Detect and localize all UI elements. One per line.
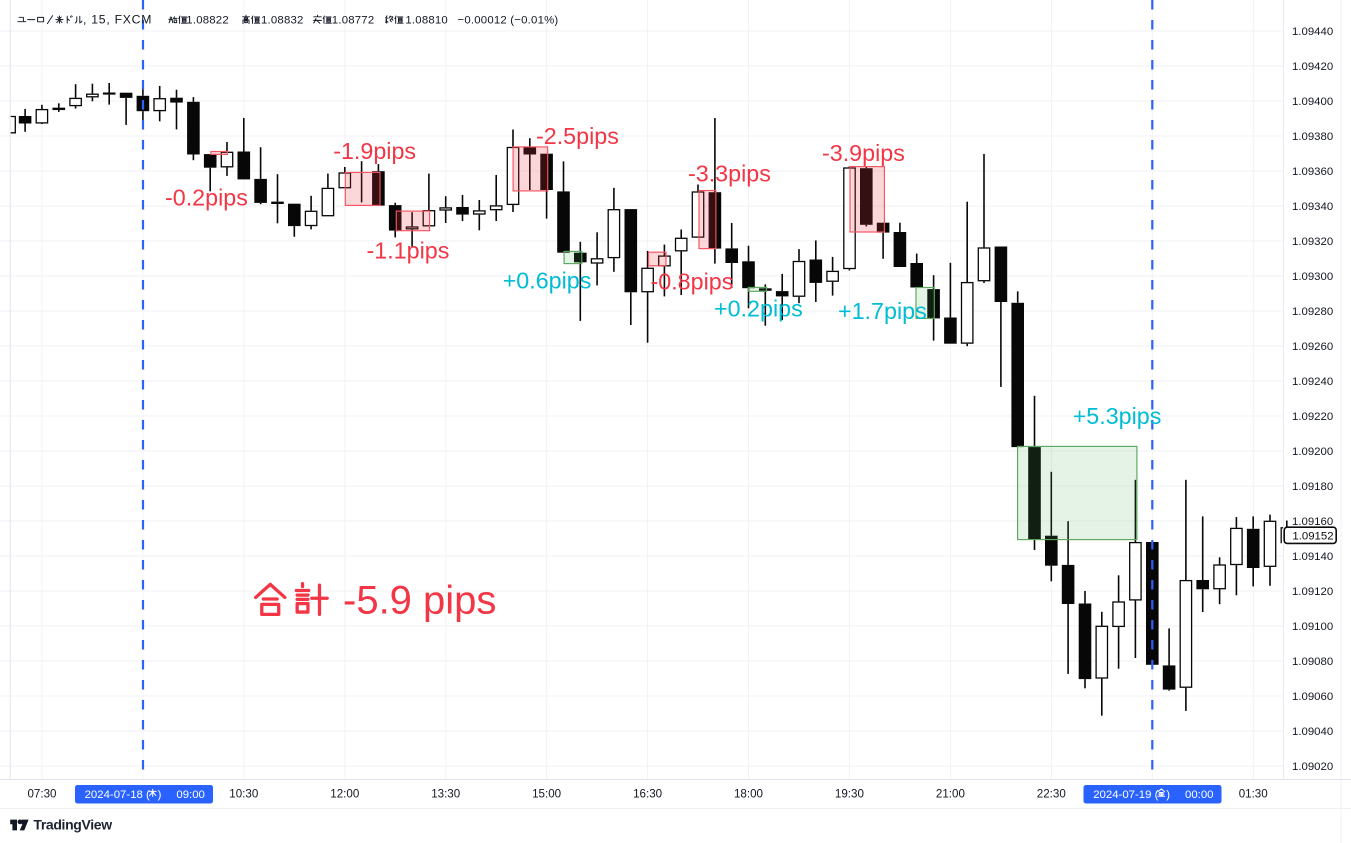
svg-text:1.09320: 1.09320 bbox=[1292, 236, 1333, 248]
svg-text:1.09200: 1.09200 bbox=[1292, 446, 1333, 458]
svg-text:, 15, FXCM: , 15, FXCM bbox=[83, 13, 152, 27]
svg-text:+0.6pips: +0.6pips bbox=[503, 267, 592, 293]
svg-text:22:30: 22:30 bbox=[1037, 788, 1066, 801]
svg-text:1.09220: 1.09220 bbox=[1292, 411, 1333, 423]
svg-text:16:30: 16:30 bbox=[633, 788, 662, 801]
svg-text:10:30: 10:30 bbox=[229, 788, 258, 801]
svg-text:1.09280: 1.09280 bbox=[1292, 306, 1333, 318]
svg-text:): ) bbox=[158, 789, 162, 801]
svg-text:-0.2pips: -0.2pips bbox=[165, 184, 248, 210]
svg-text:09:00: 09:00 bbox=[176, 789, 205, 801]
svg-text:-1.9pips: -1.9pips bbox=[333, 138, 416, 164]
svg-text:1.09160: 1.09160 bbox=[1292, 516, 1333, 528]
svg-text:): ) bbox=[1166, 789, 1170, 801]
svg-text:2024-07-19 (: 2024-07-19 ( bbox=[1093, 789, 1158, 801]
svg-text:1.09260: 1.09260 bbox=[1292, 341, 1333, 353]
svg-text:00:00: 00:00 bbox=[1185, 789, 1214, 801]
svg-text:1.09300: 1.09300 bbox=[1292, 271, 1333, 283]
svg-text:1.09440: 1.09440 bbox=[1292, 26, 1333, 38]
svg-text:1.09060: 1.09060 bbox=[1292, 691, 1333, 703]
svg-text:1.09080: 1.09080 bbox=[1292, 656, 1333, 668]
svg-text:1.09360: 1.09360 bbox=[1292, 166, 1333, 178]
svg-text:1.09380: 1.09380 bbox=[1292, 131, 1333, 143]
svg-text:1.08822: 1.08822 bbox=[186, 15, 229, 27]
svg-text:1.08772: 1.08772 bbox=[332, 15, 375, 27]
svg-text:-0.8pips: -0.8pips bbox=[651, 269, 734, 295]
svg-text:1.08832: 1.08832 bbox=[261, 15, 304, 27]
svg-text:+0.2pips: +0.2pips bbox=[714, 295, 803, 321]
svg-text:07:30: 07:30 bbox=[27, 788, 56, 801]
svg-text:1.09020: 1.09020 bbox=[1292, 761, 1333, 773]
svg-text:-2.5pips: -2.5pips bbox=[536, 123, 619, 149]
svg-text:-3.3pips: -3.3pips bbox=[688, 160, 771, 186]
svg-text:1.08810: 1.08810 bbox=[405, 15, 448, 27]
svg-text:13:30: 13:30 bbox=[431, 788, 460, 801]
svg-text:2024-07-18 (: 2024-07-18 ( bbox=[85, 789, 150, 801]
svg-text:-1.1pips: -1.1pips bbox=[367, 237, 450, 263]
svg-text:+1.7pips: +1.7pips bbox=[838, 298, 927, 324]
svg-text:1.09340: 1.09340 bbox=[1292, 201, 1333, 213]
svg-text:12:00: 12:00 bbox=[330, 788, 359, 801]
svg-text:1.09040: 1.09040 bbox=[1292, 726, 1333, 738]
svg-text:1.09240: 1.09240 bbox=[1292, 376, 1333, 388]
svg-text:1.09420: 1.09420 bbox=[1292, 61, 1333, 73]
svg-text:21:00: 21:00 bbox=[936, 788, 965, 801]
svg-text:1.09400: 1.09400 bbox=[1292, 96, 1333, 108]
svg-text:+5.3pips: +5.3pips bbox=[1073, 403, 1162, 429]
svg-text:19:30: 19:30 bbox=[835, 788, 864, 801]
svg-text:TradingView: TradingView bbox=[33, 816, 112, 832]
svg-text:18:00: 18:00 bbox=[734, 788, 763, 801]
svg-text:15:00: 15:00 bbox=[532, 788, 561, 801]
svg-text:1.09100: 1.09100 bbox=[1292, 621, 1333, 633]
svg-text:−0.00012 (−0.01%): −0.00012 (−0.01%) bbox=[458, 15, 559, 27]
svg-text:-5.9 pips: -5.9 pips bbox=[343, 579, 496, 623]
svg-text:1.09180: 1.09180 bbox=[1292, 481, 1333, 493]
svg-text:-3.9pips: -3.9pips bbox=[822, 140, 905, 166]
svg-text:1.09152: 1.09152 bbox=[1292, 531, 1333, 543]
svg-text:1.09140: 1.09140 bbox=[1292, 551, 1333, 563]
svg-text:1.09120: 1.09120 bbox=[1292, 586, 1333, 598]
svg-text:01:30: 01:30 bbox=[1239, 788, 1268, 801]
